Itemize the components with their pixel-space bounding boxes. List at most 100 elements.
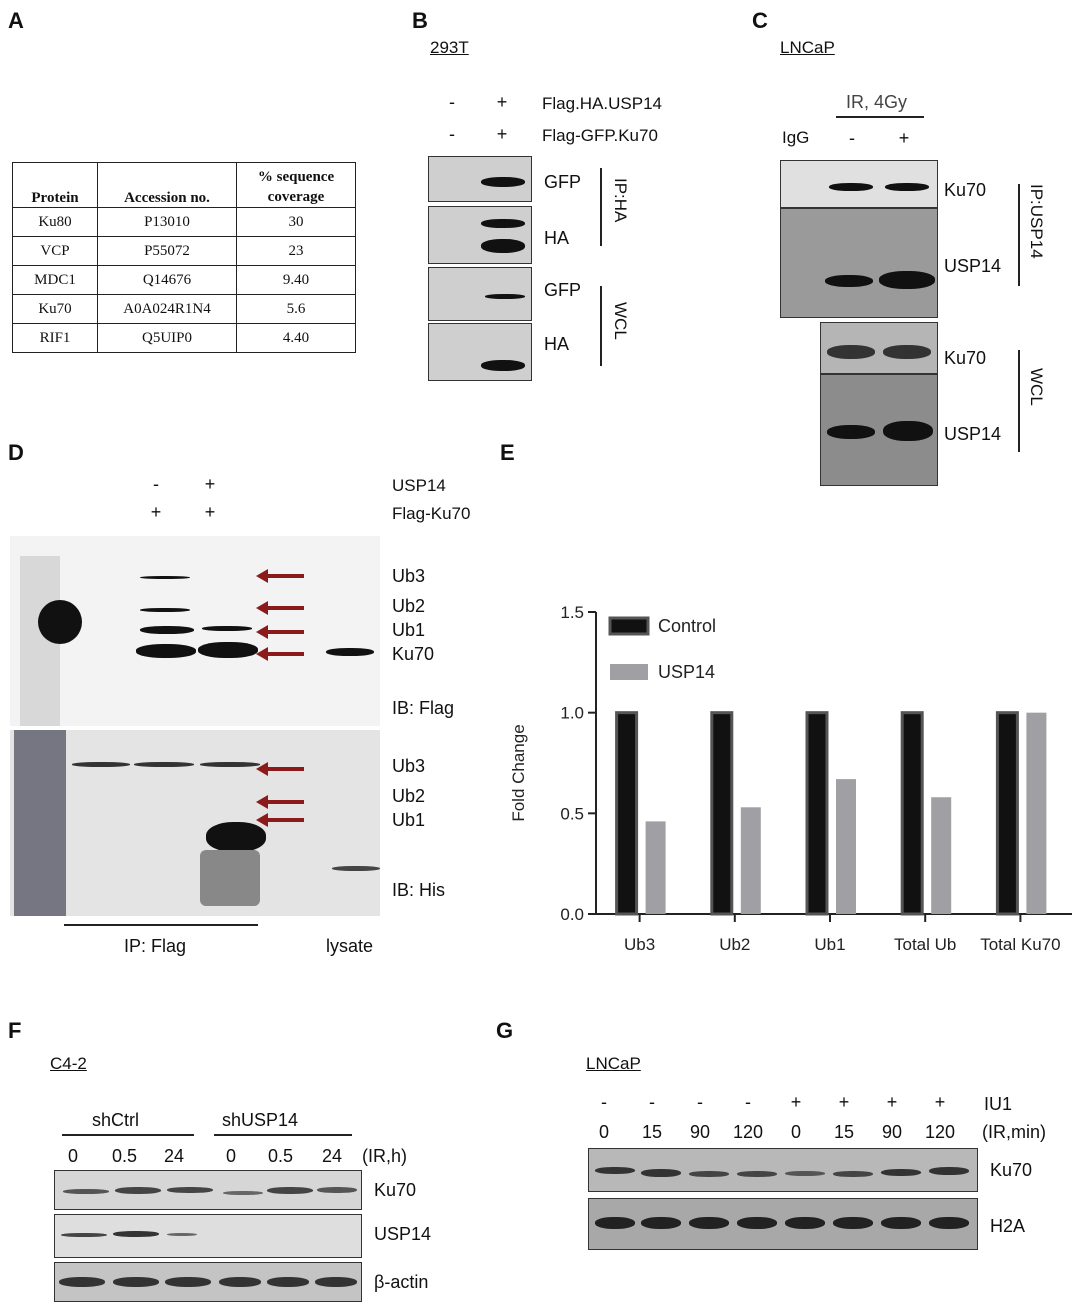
- table-cell: MDC1: [12, 265, 98, 295]
- time-label: 120: [733, 1122, 764, 1142]
- time-label: 15: [642, 1122, 663, 1142]
- panel-e-label: E: [500, 440, 515, 465]
- x-tick-label: Total Ku70: [980, 935, 1060, 954]
- table-cell: Ku80: [12, 207, 98, 237]
- panel-d-label: D: [8, 440, 24, 465]
- condition-label: Flag-GFP.Ku70: [542, 126, 658, 145]
- unit-label: (IR,h): [362, 1146, 407, 1166]
- band-label: Ku70: [944, 180, 987, 200]
- table-row: MDC1 Q14676 9.40: [12, 265, 356, 295]
- iu1-sign: -: [745, 1092, 751, 1112]
- band-label: Ub1: [392, 810, 426, 830]
- blot-strip: [588, 1148, 978, 1192]
- ip-underline: [64, 924, 258, 926]
- band-label: USP14: [374, 1224, 432, 1244]
- panel-c-label: C: [752, 8, 768, 33]
- blot-strip: [54, 1170, 362, 1210]
- ib-label: IB: Flag: [392, 698, 455, 718]
- arrow-icon: [256, 647, 304, 661]
- time-label: 0.5: [268, 1146, 294, 1166]
- legend-label: USP14: [658, 662, 715, 682]
- blot-strip: [54, 1214, 362, 1258]
- y-tick-label: 1.5: [560, 603, 584, 622]
- band-label: Ub2: [392, 596, 426, 616]
- group-underline: [62, 1134, 194, 1136]
- table-cell: 5.6: [236, 294, 356, 324]
- blot-strip: [820, 374, 938, 486]
- x-tick-label: Total Ub: [894, 935, 956, 954]
- x-tick-label: Ub1: [814, 935, 845, 954]
- iu1-sign: +: [934, 1092, 946, 1112]
- table-cell: 9.40: [236, 265, 356, 295]
- arrow-icon: [256, 795, 304, 809]
- y-tick-label: 0.0: [560, 905, 584, 924]
- panel-g-label: G: [496, 1018, 514, 1043]
- arrow-icon: [256, 762, 304, 776]
- band-label: HA: [544, 228, 570, 248]
- iu1-sign: -: [697, 1092, 703, 1112]
- band-label: Ku70: [392, 644, 435, 664]
- blot-strip: [54, 1262, 362, 1302]
- arrow-icon: [256, 813, 304, 827]
- legend-swatch: [608, 616, 650, 636]
- ip-label: IP: Flag: [124, 936, 187, 956]
- band-label: USP14: [944, 256, 1002, 276]
- table-cell: VCP: [12, 236, 98, 266]
- iu1-sign: -: [649, 1092, 655, 1112]
- legend-swatch: [610, 664, 648, 680]
- bar-usp14: [931, 797, 952, 914]
- condition-sign: -: [449, 124, 455, 144]
- legend-label: Control: [658, 616, 716, 636]
- condition-label: USP14: [392, 476, 446, 495]
- blot-strip: [780, 160, 938, 208]
- table-cell: P13010: [97, 207, 237, 237]
- iu1-sign: +: [790, 1092, 802, 1112]
- band-label: Ku70: [944, 348, 987, 368]
- panel-a-label: A: [8, 8, 24, 33]
- table-cell: RIF1: [12, 323, 98, 353]
- treatment-underline: [836, 116, 924, 118]
- condition-sign: -: [449, 92, 455, 112]
- table-header: Protein: [12, 162, 98, 208]
- time-label: 0: [226, 1146, 237, 1166]
- iu1-sign: -: [601, 1092, 607, 1112]
- blot-strip: [428, 267, 532, 321]
- band-label: Ub1: [392, 620, 426, 640]
- iu1-label: IU1: [984, 1094, 1013, 1114]
- bar-usp14: [836, 779, 856, 914]
- group-underline: [214, 1134, 352, 1136]
- blot-strip: [588, 1198, 978, 1250]
- blot-strip: [428, 323, 532, 381]
- wcl-label: WCL: [611, 302, 630, 340]
- time-label: 120: [925, 1122, 956, 1142]
- table-row: RIF1 Q5UIP0 4.40: [12, 323, 356, 353]
- unit-label: (IR,min): [982, 1122, 1046, 1142]
- blot-strip: [428, 156, 532, 202]
- ip-label: IP:HA: [611, 178, 630, 223]
- table-cell: 4.40: [236, 323, 356, 353]
- table-row: VCP P55072 23: [12, 236, 356, 266]
- table-row: Ku80 P13010 30: [12, 207, 356, 237]
- arrow-icon: [256, 601, 304, 615]
- condition-label: Flag.HA.USP14: [542, 94, 662, 113]
- band-label: GFP: [544, 280, 582, 300]
- band-label: Ub2: [392, 786, 426, 806]
- group-label: shCtrl: [92, 1110, 140, 1130]
- band-label: Ku70: [374, 1180, 417, 1200]
- bracket-line: [1018, 350, 1020, 452]
- x-tick-label: Ub2: [719, 935, 750, 954]
- table-header: % sequence coverage: [236, 162, 356, 208]
- band-label: GFP: [544, 172, 582, 192]
- lysate-label: lysate: [326, 936, 374, 956]
- band-label: USP14: [944, 424, 1002, 444]
- y-tick-label: 1.0: [560, 704, 584, 723]
- iu1-sign: +: [838, 1092, 850, 1112]
- bar-usp14: [1026, 712, 1047, 914]
- cell-line-label: C4-2: [50, 1054, 87, 1073]
- bracket-line: [600, 286, 602, 366]
- y-tick-label: 0.5: [560, 804, 584, 823]
- bar-control: [615, 711, 639, 916]
- ip-label: IP:USP14: [1027, 184, 1046, 259]
- time-label: 0: [791, 1122, 802, 1142]
- bracket-line: [600, 168, 602, 246]
